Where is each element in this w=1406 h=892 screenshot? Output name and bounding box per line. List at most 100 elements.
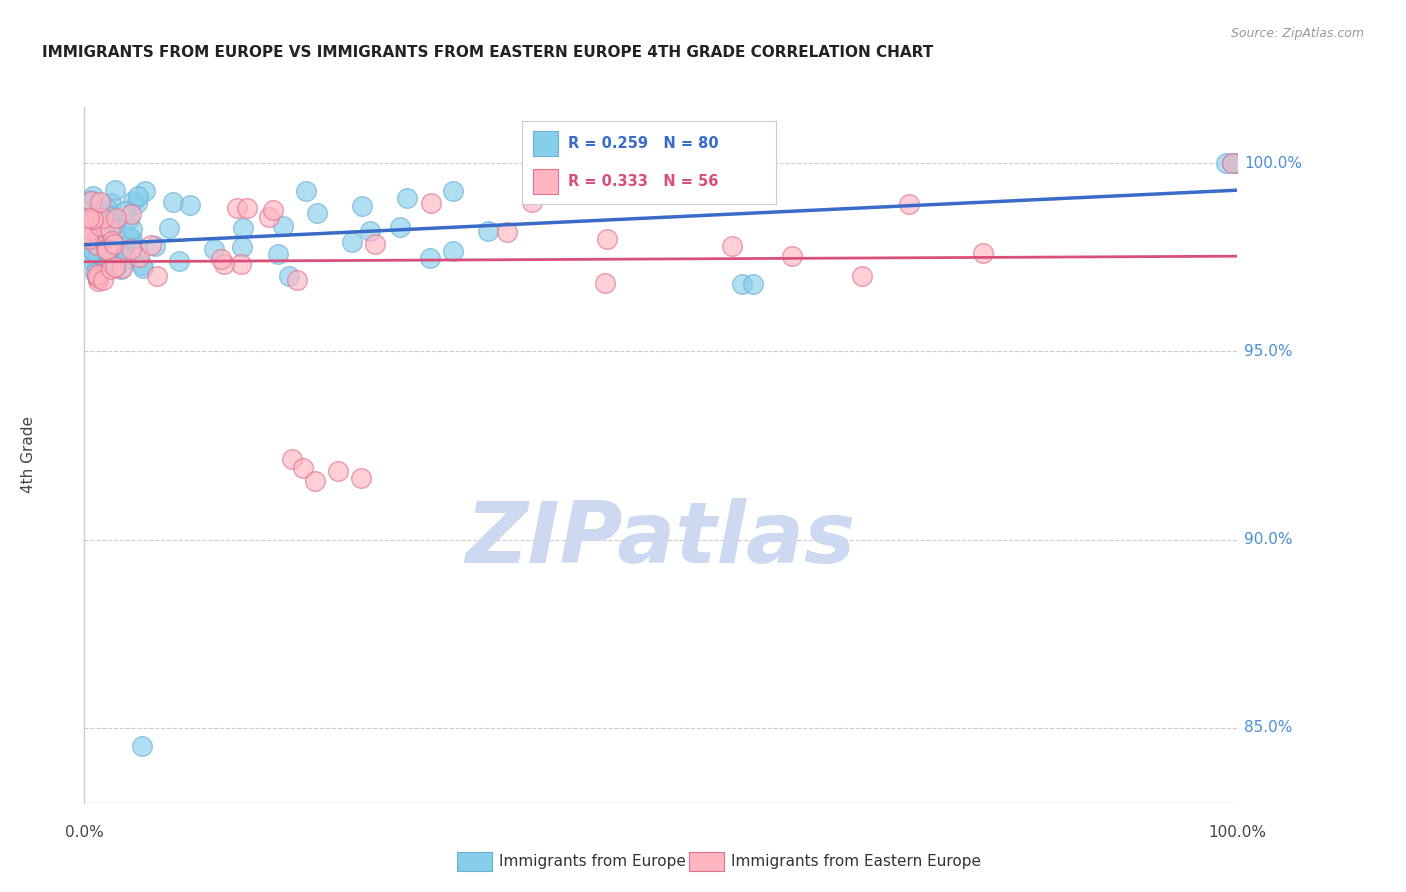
Point — [359, 224, 381, 238]
Point — [100, 196, 122, 211]
Point — [294, 184, 316, 198]
Point — [305, 206, 328, 220]
Point — [97, 255, 120, 269]
Point — [104, 260, 127, 274]
Point — [209, 252, 232, 266]
Point — [101, 256, 124, 270]
Text: Immigrants from Eastern Europe: Immigrants from Eastern Europe — [731, 855, 981, 869]
Point — [231, 240, 253, 254]
Point — [82, 209, 104, 223]
Point — [212, 257, 235, 271]
Text: Source: ZipAtlas.com: Source: ZipAtlas.com — [1230, 27, 1364, 40]
Point — [120, 242, 142, 256]
Point — [90, 229, 112, 244]
Point — [292, 460, 315, 475]
Point — [77, 229, 100, 244]
Point — [118, 230, 141, 244]
Point — [100, 238, 122, 252]
Point — [396, 191, 419, 205]
Point — [132, 261, 155, 276]
Text: Immigrants from Europe: Immigrants from Europe — [499, 855, 686, 869]
Point — [441, 244, 464, 258]
Point — [89, 267, 111, 281]
Point — [86, 268, 108, 282]
Point — [82, 221, 104, 235]
Point — [730, 277, 752, 291]
Point — [285, 273, 308, 287]
Point — [441, 184, 464, 198]
Point — [86, 210, 108, 224]
Point — [77, 211, 100, 225]
Point — [97, 203, 120, 218]
Point — [94, 243, 117, 257]
Point — [77, 232, 100, 246]
Point — [721, 238, 744, 252]
Point — [143, 238, 166, 252]
Point — [79, 215, 101, 229]
Text: 100.0%: 100.0% — [1208, 825, 1267, 840]
Point — [82, 211, 104, 226]
Point — [131, 739, 153, 754]
Point — [236, 201, 259, 215]
Point — [520, 194, 543, 209]
Point — [742, 277, 765, 291]
Point — [202, 242, 225, 256]
Point — [114, 239, 136, 253]
Point — [419, 252, 441, 266]
Point — [80, 194, 103, 209]
Point — [90, 221, 112, 235]
Point — [89, 194, 111, 209]
Point — [96, 235, 118, 249]
Point — [595, 232, 617, 246]
Point — [898, 197, 921, 211]
Point — [96, 242, 118, 256]
Point — [84, 238, 107, 252]
Point — [120, 207, 142, 221]
Point — [89, 225, 111, 239]
Point — [86, 260, 108, 275]
Point — [278, 268, 301, 283]
Point — [98, 248, 121, 262]
Point — [86, 237, 108, 252]
Point — [1215, 156, 1237, 170]
Point — [104, 217, 127, 231]
Text: IMMIGRANTS FROM EUROPE VS IMMIGRANTS FROM EASTERN EUROPE 4TH GRADE CORRELATION C: IMMIGRANTS FROM EUROPE VS IMMIGRANTS FRO… — [42, 45, 934, 60]
Point — [100, 261, 122, 276]
Point — [121, 194, 143, 209]
Point — [110, 262, 132, 277]
Point — [389, 220, 412, 235]
Point — [125, 242, 148, 256]
Point — [100, 218, 122, 232]
Point — [595, 277, 617, 291]
Point — [281, 451, 304, 466]
Point — [86, 255, 108, 269]
Point — [118, 212, 141, 227]
Point — [98, 222, 121, 236]
Point — [91, 211, 114, 226]
Point — [82, 189, 104, 203]
Point — [141, 238, 163, 252]
Point — [267, 247, 290, 261]
Point — [105, 211, 128, 225]
Point — [121, 222, 143, 236]
Point — [134, 184, 156, 198]
Point — [162, 195, 184, 210]
Text: 85.0%: 85.0% — [1244, 720, 1292, 735]
Point — [76, 215, 98, 229]
Point — [257, 210, 280, 224]
Point — [1220, 156, 1243, 170]
Point — [496, 225, 519, 239]
Point — [84, 207, 107, 221]
Point — [350, 199, 373, 213]
Point — [972, 245, 994, 260]
Point — [121, 232, 143, 246]
Point — [271, 219, 294, 234]
Point — [82, 244, 104, 258]
Point — [229, 257, 252, 271]
Point — [80, 193, 103, 207]
Point — [111, 261, 134, 276]
Text: 100.0%: 100.0% — [1244, 156, 1302, 171]
Point — [94, 235, 117, 249]
Point — [127, 189, 149, 203]
Point — [167, 254, 190, 268]
